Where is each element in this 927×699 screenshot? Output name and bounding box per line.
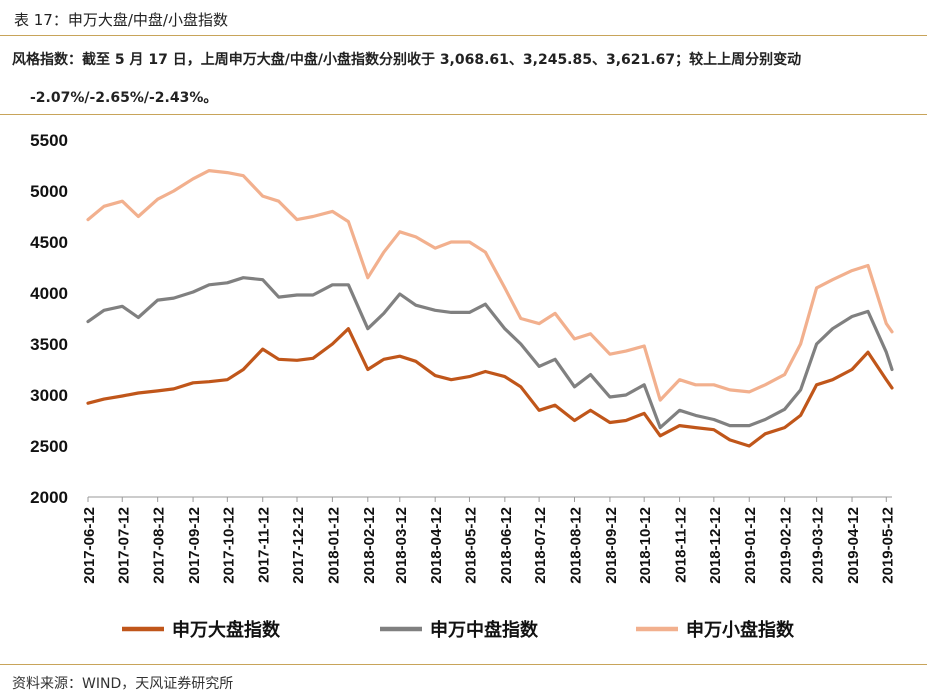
x-tick-label: 2017-06-12 <box>81 507 98 584</box>
x-tick-label: 2018-12-12 <box>707 507 724 584</box>
y-tick-label: 3000 <box>30 386 68 405</box>
legend-label: 申万大盘指数 <box>172 619 281 641</box>
x-tick-label: 2017-07-12 <box>115 507 132 584</box>
legend-label: 申万中盘指数 <box>430 619 539 641</box>
series-line-1 <box>86 276 894 430</box>
source-row: 资料来源：WIND，天风证券研究所 <box>0 664 927 699</box>
y-tick-label: 2500 <box>30 437 68 456</box>
series-line-0 <box>86 327 894 448</box>
x-tick-label: 2018-01-12 <box>325 507 342 584</box>
y-tick-label: 3500 <box>30 335 68 354</box>
legend: 申万大盘指数 申万中盘指数 申万小盘指数 <box>122 619 795 641</box>
x-tick-label: 2018-09-12 <box>603 507 620 584</box>
x-tick-label: 2019-03-12 <box>810 507 827 584</box>
x-tick-label: 2017-09-12 <box>186 507 203 584</box>
y-tick-label: 5000 <box>30 182 68 201</box>
y-tick-label: 2000 <box>30 488 68 507</box>
legend-label: 申万小盘指数 <box>686 619 795 641</box>
x-tick-label: 2018-08-12 <box>568 507 585 584</box>
x-tick-label: 2018-10-12 <box>637 507 654 584</box>
summary-line-2: -2.07%/-2.65%/-2.43%。 <box>30 90 218 106</box>
x-tick-label: 2018-05-12 <box>462 507 479 584</box>
figure-title-row: 表 17：申万大盘/中盘/小盘指数 <box>0 0 927 36</box>
series-lines <box>86 168 894 448</box>
y-tick-label: 4500 <box>30 233 68 252</box>
index-line-chart: 2000 2500 3000 3500 4000 4500 5000 5500 2017-06… <box>30 131 896 641</box>
series-line-2 <box>86 168 894 402</box>
x-tick-label: 2018-04-12 <box>428 507 445 584</box>
y-tick-label: 5500 <box>30 131 68 150</box>
x-tick-label: 2018-03-12 <box>393 507 410 584</box>
x-tick-label: 2017-11-12 <box>256 507 273 583</box>
x-tick-label: 2018-07-12 <box>532 507 549 584</box>
x-tick-label: 2017-10-12 <box>220 507 237 584</box>
y-axis: 2000 2500 3000 3500 4000 4500 5000 5500 <box>30 131 68 507</box>
summary-panel: 风格指数：截至 5 月 17 日，上周申万大盘/中盘/小盘指数分别收于 3,06… <box>0 36 927 115</box>
figure-title: 表 17：申万大盘/中盘/小盘指数 <box>14 11 228 29</box>
x-tick-label: 2018-02-12 <box>361 507 378 584</box>
x-axis: 2017-06-12 2017-07-12 2017-08-12 2017-09-12… <box>81 496 896 584</box>
x-tick-label: 2018-06-12 <box>498 507 515 584</box>
source-note: 资料来源：WIND，天风证券研究所 <box>12 676 234 692</box>
x-tick-label: 2019-04-12 <box>845 507 862 584</box>
x-tick-label: 2017-08-12 <box>151 507 168 584</box>
x-tick-label: 2019-01-12 <box>742 507 759 584</box>
x-tick-label: 2019-05-12 <box>879 507 896 584</box>
x-tick-label: 2018-11-12 <box>673 507 690 583</box>
x-tick-label: 2017-12-12 <box>290 507 307 584</box>
summary-line-1: 风格指数：截至 5 月 17 日，上周申万大盘/中盘/小盘指数分别收于 3,06… <box>12 52 802 68</box>
x-tick-label: 2019-02-12 <box>778 507 795 584</box>
y-tick-label: 4000 <box>30 284 68 303</box>
